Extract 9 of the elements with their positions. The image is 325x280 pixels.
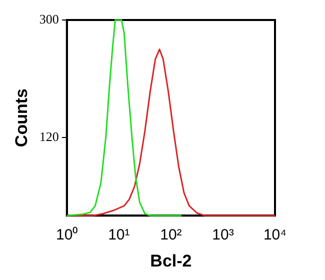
y-tick-label: 300 [39,11,59,26]
x-tick-label: 10³ [212,226,234,244]
x-axis-title: Bcl-2 [150,251,192,270]
x-tick-label: 10⁴ [263,226,287,244]
y-tick-label: 120 [39,128,59,144]
y-axis-title: Counts [12,88,31,148]
x-tick-label: 10² [160,226,182,244]
x-tick-label: 10⁰ [56,226,78,244]
x-tick-label: 10¹ [108,226,130,244]
